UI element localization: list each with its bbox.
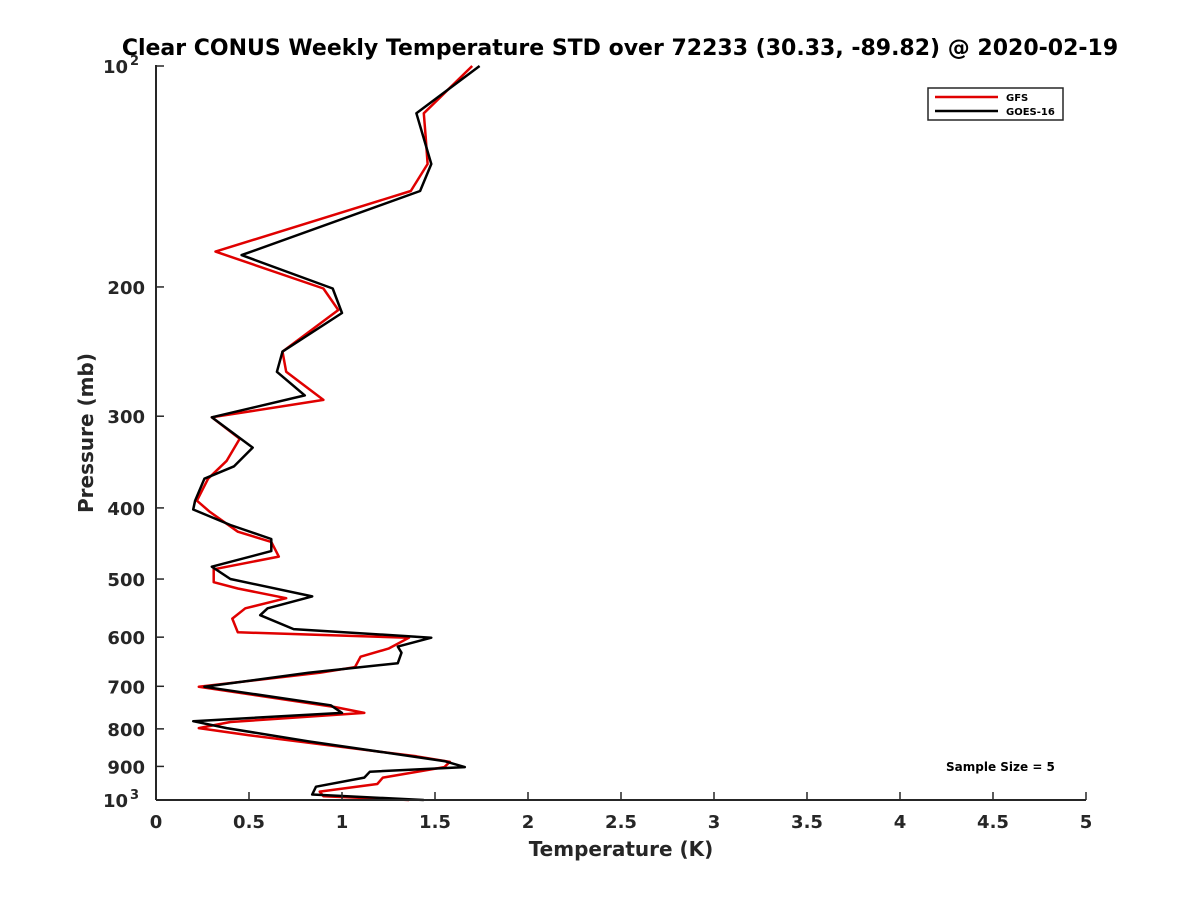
y-tick-label: 10 [103,57,128,78]
x-axis-label: Temperature (K) [529,837,714,861]
x-axis-ticks: 0 0.5 1 1.5 2 2.5 3 3.5 4 4.5 5 [150,792,1093,833]
x-tick-label: 0 [150,812,163,833]
x-tick-label: 2.5 [605,812,637,833]
y-tick-label: 10 [103,791,128,812]
plot-area [191,64,481,802]
x-tick-label: 1 [336,812,349,833]
chart-title: Clear CONUS Weekly Temperature STD over … [122,36,1118,61]
x-tick-label: 2 [522,812,535,833]
x-tick-label: 4 [894,812,907,833]
y-tick-label: 800 [107,720,145,741]
y-tick-label-exponent: 3 [130,788,139,803]
legend-box [927,87,1064,121]
legend: GFS GOES-16 [927,87,1064,121]
series-line-gfs [195,65,474,802]
y-tick-label: 500 [107,570,145,591]
y-tick-label: 700 [107,677,145,698]
legend-label-gfs: GFS [1006,93,1028,104]
sample-size-annotation: Sample Size = 5 [946,760,1055,774]
x-tick-label: 5 [1080,812,1093,833]
y-tick-label: 600 [107,628,145,649]
series-line-goes16 [191,64,481,802]
x-tick-label: 0.5 [233,812,265,833]
y-tick-label: 300 [107,407,145,428]
x-tick-label: 4.5 [977,812,1009,833]
y-tick-label-exponent: 2 [130,54,139,69]
legend-label-goes16: GOES-16 [1006,107,1055,118]
x-tick-label: 3 [708,812,721,833]
y-axis-label: Pressure (mb) [74,353,98,513]
x-tick-label: 1.5 [419,812,451,833]
y-tick-label: 200 [107,278,145,299]
y-tick-label: 900 [107,757,145,778]
x-tick-label: 3.5 [791,812,823,833]
axes [155,65,1086,801]
y-tick-label: 400 [107,499,145,520]
